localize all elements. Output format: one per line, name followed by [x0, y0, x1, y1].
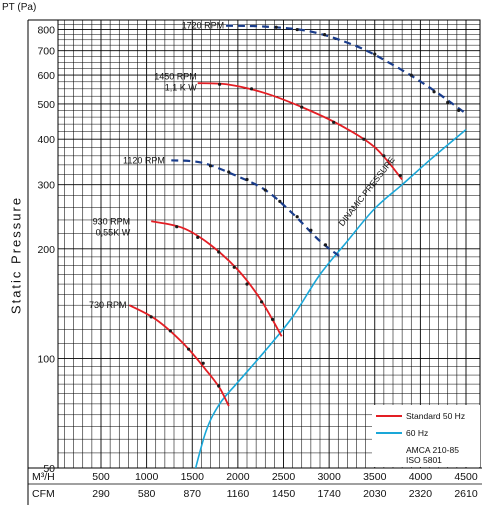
- fan-curve-4: [225, 24, 467, 115]
- rpm-label: 1120 RPM: [123, 155, 165, 165]
- curve-marker: [382, 154, 386, 158]
- x-tick-label: 870: [183, 488, 201, 500]
- y-tick-label: 600: [37, 70, 55, 82]
- curve-marker: [362, 137, 366, 141]
- curve-marker: [260, 300, 264, 304]
- curve-marker: [217, 384, 221, 388]
- rpm-label: 730 RPM: [89, 300, 127, 310]
- series-layer: [128, 24, 467, 468]
- curve-marker: [332, 120, 336, 124]
- x-row-label: CFM: [32, 488, 55, 500]
- y-axis-label: Static Pressure: [8, 195, 24, 315]
- plot-frame: [27, 19, 482, 505]
- x-tick-label: 290: [92, 488, 110, 500]
- x-tick-label: 3000: [317, 471, 341, 483]
- rpm-label: 1450 RPM: [154, 71, 197, 81]
- grid: [58, 19, 480, 469]
- curve-marker: [168, 329, 172, 333]
- x-tick-label: 4000: [409, 471, 433, 483]
- curve-marker: [208, 164, 213, 168]
- power-label: 1,1 K W: [165, 82, 198, 92]
- curve-marker: [322, 33, 327, 37]
- curve-marker: [309, 228, 313, 232]
- fan-curve-1: [151, 220, 283, 337]
- rpm-label: 1720 RPM: [182, 21, 225, 31]
- x-tick-label: 2030: [363, 488, 387, 500]
- curve-marker: [300, 105, 304, 109]
- plot-border: [57, 19, 481, 469]
- x-row-label: M³/H: [32, 471, 55, 483]
- x-tick-label: 2610: [454, 488, 478, 500]
- y-tick-label: 300: [37, 180, 55, 192]
- x-tick-label: 1500: [181, 471, 205, 483]
- curve-marker: [196, 235, 200, 239]
- x-tick-label: 3500: [363, 471, 387, 483]
- x-tick-label: 1000: [135, 471, 159, 483]
- curve-marker: [245, 177, 249, 182]
- curve-marker: [409, 73, 413, 77]
- curve-marker: [398, 173, 402, 178]
- y-tick-label: 200: [37, 244, 55, 256]
- legend-label: Standard 50 Hz: [406, 411, 465, 421]
- curve-marker: [245, 282, 249, 286]
- curve-marker: [295, 215, 299, 219]
- curve-marker: [270, 317, 275, 321]
- x-tick-label: 580: [138, 488, 156, 500]
- y-unit-label: PT (Pa): [2, 2, 37, 13]
- x-tick-label: 1450: [272, 488, 296, 500]
- fan-curve-2: [171, 159, 344, 260]
- curve-marker: [218, 82, 222, 86]
- y-tick-label: 100: [37, 353, 55, 365]
- x-tick-label: 2500: [272, 471, 296, 483]
- curve-marker: [323, 243, 328, 247]
- curve-marker: [432, 90, 436, 94]
- legend-label: 60 Hz: [406, 428, 428, 438]
- y-tick-label: 700: [37, 46, 55, 58]
- x-tick-label: 500: [92, 471, 110, 483]
- y-tick-label: 800: [37, 25, 55, 37]
- y-tick-label: 400: [37, 134, 55, 146]
- y-tick-label: 50: [43, 463, 55, 475]
- standard-label: ISO 5801: [406, 455, 442, 465]
- y-axis-label-box: Static Pressure: [2, 190, 30, 320]
- system-curve: [194, 128, 467, 468]
- curve-marker: [175, 225, 179, 229]
- x-tick-label: 1740: [317, 488, 341, 500]
- curve-marker: [457, 108, 461, 112]
- curve-marker: [249, 87, 254, 91]
- curve-marker: [446, 100, 450, 104]
- power-label: 0,55K W: [96, 227, 131, 237]
- curve-marker: [278, 199, 282, 203]
- x-tick-label: 2320: [409, 488, 433, 500]
- x-tick-label: 4500: [454, 471, 478, 483]
- curve-marker: [263, 188, 267, 192]
- curve-marker: [295, 27, 299, 32]
- curve-marker: [227, 170, 231, 174]
- curve-marker: [373, 52, 377, 56]
- curve-marker: [232, 265, 236, 269]
- y-tick-label: 500: [37, 99, 55, 111]
- fan-curve-0: [128, 304, 230, 407]
- x-tick-label: 1160: [227, 488, 250, 500]
- curve-marker: [274, 25, 278, 29]
- x-tick-label: 2000: [226, 471, 250, 483]
- rpm-label: 930 RPM: [93, 216, 131, 226]
- curve-marker: [217, 250, 221, 254]
- curve-marker: [149, 315, 153, 319]
- standard-label: AMCA 210-85: [406, 445, 459, 455]
- curve-marker: [187, 347, 191, 351]
- curve-marker: [201, 361, 205, 365]
